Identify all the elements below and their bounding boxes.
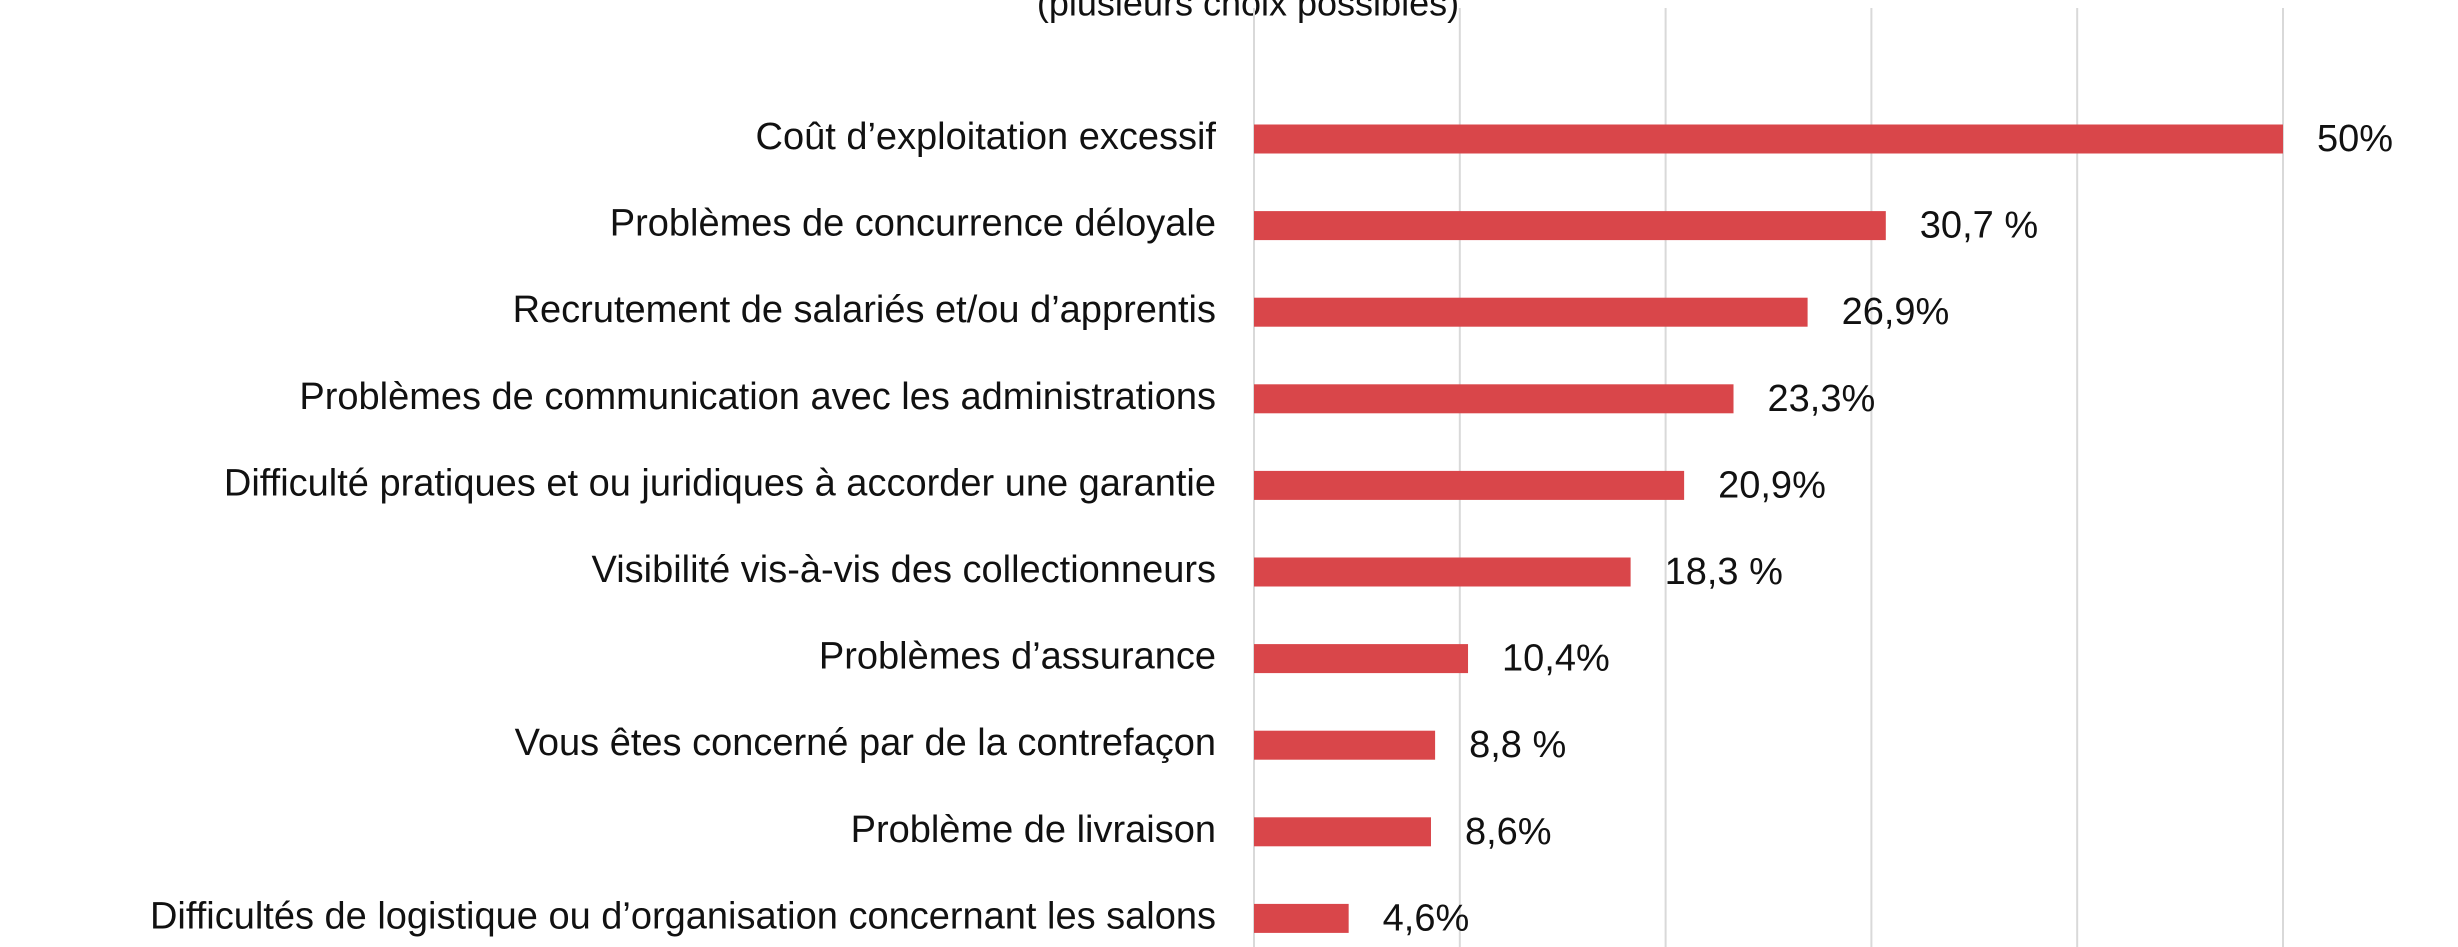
category-label: Difficulté pratiques et ou juridiques à …	[224, 462, 1216, 504]
bar	[1254, 557, 1631, 587]
bar	[1254, 297, 1808, 327]
category-label: Vous êtes concerné par de la contrefaçon	[515, 722, 1216, 764]
category-label: Coût d’exploitation excessif	[756, 116, 1217, 158]
bar	[1254, 470, 1685, 500]
value-label: 10,4%	[1502, 638, 1610, 680]
bar	[1254, 817, 1431, 847]
chart-subtitle: (plusieurs choix possibles)	[1037, 0, 1459, 24]
category-label: Problèmes d’assurance	[819, 636, 1216, 678]
value-label: 23,3%	[1768, 378, 1876, 420]
category-label: Problème de livraison	[851, 809, 1216, 851]
category-label: Problèmes de concurrence déloyale	[610, 203, 1216, 245]
category-label: Difficultés de logistique ou d’organisat…	[150, 895, 1216, 937]
category-label: Visibilité vis-à-vis des collectionneurs	[592, 549, 1216, 591]
value-label: 20,9%	[1718, 464, 1826, 506]
value-label: 30,7 %	[1920, 205, 2038, 247]
value-label: 50%	[2317, 118, 2393, 160]
value-label: 18,3 %	[1665, 551, 1783, 593]
bar	[1254, 124, 2283, 154]
value-label: 8,8 %	[1469, 724, 1566, 766]
bar	[1254, 644, 1469, 674]
bar	[1254, 903, 1349, 933]
value-label: 26,9%	[1842, 291, 1950, 333]
value-label: 4,6%	[1383, 897, 1470, 939]
bar	[1254, 384, 1734, 414]
bar	[1254, 211, 1886, 241]
value-label: 8,6%	[1465, 811, 1552, 853]
category-label: Problèmes de communication avec les admi…	[299, 376, 1216, 418]
bar	[1254, 730, 1436, 760]
category-label: Recrutement de salariés et/ou d’apprenti…	[513, 289, 1216, 331]
